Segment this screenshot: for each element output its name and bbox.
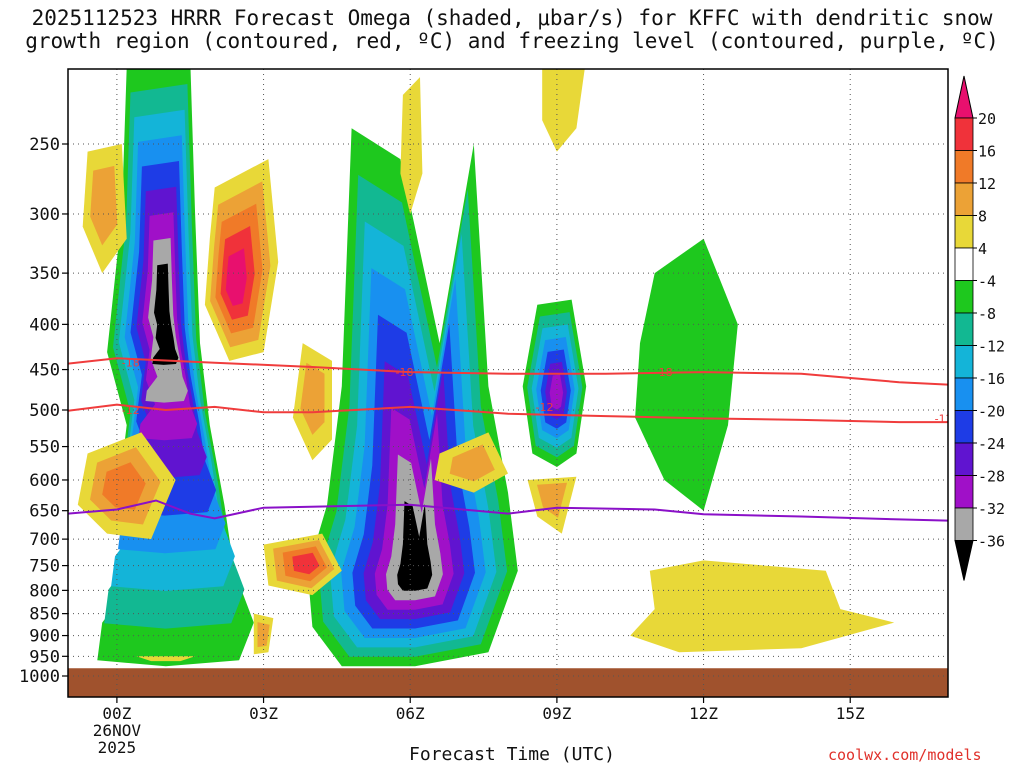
x-tick-label: 06Z [396, 704, 425, 723]
colorbar-label: -16 [978, 370, 1005, 388]
omega-downward-0000z-band-12 [102, 462, 146, 510]
y-tick-label: 300 [29, 205, 60, 225]
y-tick-label: 1000 [19, 667, 60, 687]
omega-downward-0900z-low-band-8 [537, 482, 567, 518]
x-axis-label: Forecast Time (UTC) [409, 744, 615, 765]
omega-upward-0100z-band--36 [152, 263, 179, 365]
colorbar-label: -20 [978, 403, 1005, 421]
colorbar-label: -36 [978, 533, 1005, 551]
omega-downward-0100z-sfc-band-4 [136, 656, 196, 662]
y-tick-label: 250 [29, 135, 60, 155]
colorbar-top-arrow [954, 75, 974, 119]
colorbar-swatch [954, 312, 974, 346]
colorbar-label: 12 [978, 175, 996, 193]
colorbar-swatch [954, 345, 974, 379]
plot-frame [67, 68, 949, 698]
x-date-label: 26NOV [93, 721, 142, 740]
terrain-surface [68, 668, 948, 697]
y-tick-label: 350 [29, 264, 60, 284]
colorbar-swatch [954, 280, 974, 314]
dgz-contour-label: -18 [396, 366, 414, 379]
freezing-level-contour [68, 499, 948, 522]
dgz-contour-label: -12 [536, 401, 554, 414]
colorbar-label: 20 [978, 110, 996, 128]
omega-upward-0600z-band--36 [397, 501, 433, 591]
y-tick-label: 650 [29, 502, 60, 522]
colorbar-label: 8 [978, 208, 987, 226]
colorbar-swatch [954, 117, 974, 151]
colorbar-label: -32 [978, 500, 1005, 518]
x-tick-label: 12Z [689, 704, 718, 723]
colorbar-swatch [954, 182, 974, 216]
omega-upward-1130z-band--8 [635, 238, 738, 511]
x-tick-label: 09Z [542, 704, 571, 723]
chart-title-line1: 2025112523 HRRR Forecast Omega (shaded, … [31, 6, 993, 30]
colorbar-label: -4 [978, 273, 996, 291]
colorbar-swatch [954, 215, 974, 249]
omega-downward-0230z-band-20 [225, 248, 247, 306]
y-tick-label: 600 [29, 471, 60, 491]
y-tick-label: 900 [29, 627, 60, 647]
dgz-contour-label: -12 [935, 412, 953, 425]
colorbar-label: -24 [978, 435, 1005, 453]
dgz-contour--18 [68, 357, 948, 386]
omega-downward-0330z-band-16 [292, 552, 320, 575]
y-tick-label: 400 [29, 315, 60, 335]
omega-downward-0900z-upper-band-4 [542, 69, 585, 152]
omega-upward-0900z-band--32 [549, 374, 564, 410]
colorbar-swatch [954, 377, 974, 411]
omega-downward-0400z-band-8 [300, 362, 325, 435]
x-date-label: 2025 [98, 738, 137, 757]
dgz-contour-label: -18 [122, 357, 140, 370]
colorbar-swatch [954, 247, 974, 281]
x-tick-label: 15Z [836, 704, 865, 723]
colorbar-swatch [954, 475, 974, 509]
colorbar-label: 16 [978, 143, 996, 161]
omega-downward-2300z-band-8 [90, 165, 118, 246]
y-tick-label: 750 [29, 557, 60, 577]
x-tick-label: 00Z [102, 704, 131, 723]
dgz-contour-label: -18 [655, 366, 673, 379]
y-tick-label: 950 [29, 647, 60, 667]
chart-title-line2: growth region (contoured, red, ºC) and f… [25, 29, 999, 53]
y-tick-label: 550 [29, 438, 60, 458]
y-tick-label: 800 [29, 581, 60, 601]
y-tick-label: 700 [29, 530, 60, 550]
colorbar-swatch [954, 507, 974, 541]
colorbar-label: -12 [978, 338, 1005, 356]
omega-downward-1300z-band-4 [630, 560, 895, 653]
colorbar-swatch [954, 150, 974, 184]
dgz-contour--12 [68, 403, 948, 424]
colorbar-label: 4 [978, 240, 987, 258]
colorbar-label: -28 [978, 468, 1005, 486]
colorbar-bottom-arrow [954, 540, 974, 581]
credit-link[interactable]: coolwx.com/models [828, 746, 982, 764]
y-tick-label: 450 [29, 361, 60, 381]
omega-downward-0800z-band-8 [449, 444, 495, 482]
y-tick-label: 500 [29, 401, 60, 421]
colorbar-label: -8 [978, 305, 996, 323]
omega-downward-0600z-upper-band-4 [400, 77, 423, 214]
x-tick-label: 03Z [249, 704, 278, 723]
colorbar-swatch [954, 410, 974, 444]
dgz-contour-label: -12 [122, 404, 140, 417]
colorbar-swatch [954, 442, 974, 476]
y-tick-label: 850 [29, 605, 60, 625]
